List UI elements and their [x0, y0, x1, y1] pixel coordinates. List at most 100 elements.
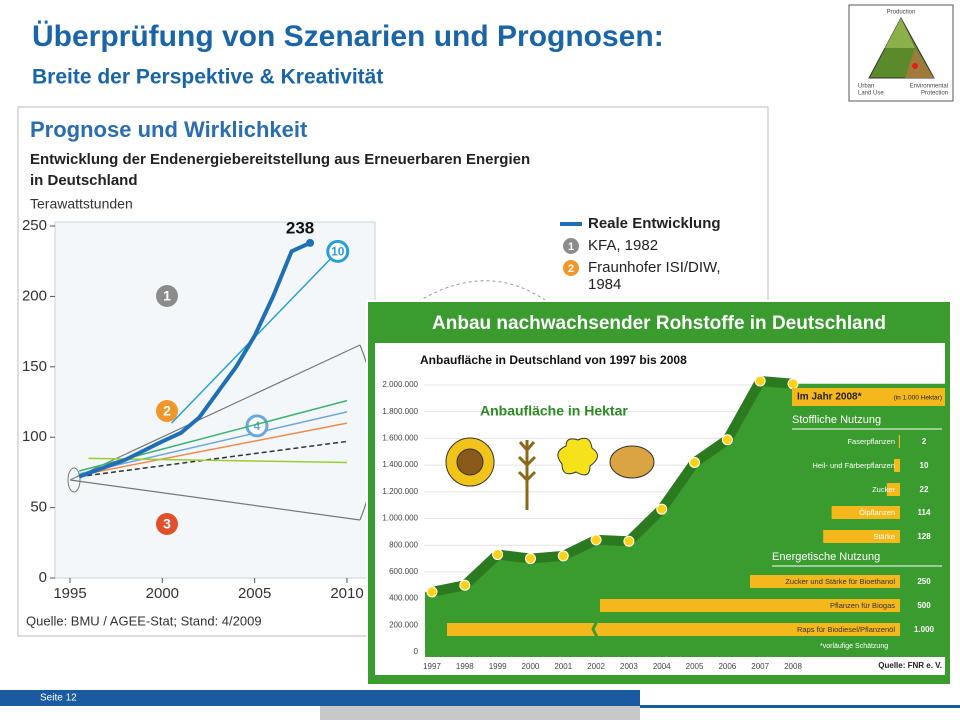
legend-badge	[563, 260, 579, 276]
sunflower-center	[456, 448, 484, 476]
bar	[750, 575, 900, 588]
end-dot	[306, 238, 315, 247]
y-tick-label: 600.000	[389, 567, 418, 576]
y-tick-label: 1.800.000	[382, 407, 418, 416]
bar-value: 1.000	[914, 625, 935, 634]
legend-label: Fraunhofer ISI/DIW,	[588, 259, 721, 276]
marker-badge	[156, 400, 178, 422]
plot-area	[54, 221, 376, 579]
point	[492, 549, 504, 561]
x-tick-label: 2006	[718, 662, 736, 671]
legend-label: 1984	[588, 276, 621, 293]
marker-label: 2	[163, 403, 171, 419]
logo-label: Urban	[858, 84, 874, 90]
forecast-label: 10	[331, 245, 345, 259]
point	[623, 535, 635, 547]
bar	[447, 623, 900, 636]
x-tick-label: 1998	[456, 662, 474, 671]
note: *vorläufige Schätzung	[820, 643, 888, 650]
forecast-line	[79, 440, 348, 478]
bar-label: Pflanzen für Biogas	[830, 601, 895, 610]
legend-label: KFA, 1982	[588, 237, 658, 254]
y-tick-label: 1.000.000	[382, 514, 418, 523]
data-label: 238	[286, 218, 314, 237]
y-tick-label: 0	[39, 569, 47, 586]
chart-title: Anbau nachwachsender Rohstoffe in Deutsc…	[432, 313, 886, 334]
forecast-line	[79, 411, 348, 475]
line	[78, 241, 311, 479]
x-tick-label: 2008	[784, 662, 802, 671]
marker-label: 3	[163, 516, 171, 532]
point	[689, 456, 701, 468]
box-unit: (in 1.000 Hektar)	[894, 395, 942, 402]
bar-value: 10	[920, 461, 929, 470]
area	[425, 381, 945, 657]
bar-value: 22	[920, 485, 929, 494]
x-tick-label: 1995	[53, 585, 86, 602]
forecast-line	[79, 422, 348, 476]
x-tick-label: 1997	[423, 662, 441, 671]
logo-dot	[912, 63, 918, 69]
y-tick-label: 1.400.000	[382, 460, 418, 469]
marker-label: 1	[163, 288, 171, 304]
bar	[600, 599, 900, 612]
y-tick-label: 400.000	[389, 594, 418, 603]
right-chart: Anbau nachwachsender Rohstoffe in Deutsc…	[366, 300, 952, 686]
point	[459, 579, 471, 591]
source: Quelle: BMU / AGEE-Stat; Stand: 4/2009	[26, 613, 262, 628]
bar-value: 128	[917, 532, 931, 541]
y-tick-label: 2.000.000	[382, 380, 418, 389]
logo-part	[885, 18, 915, 48]
inner-label: Anbaufläche in Hektar	[480, 403, 628, 419]
bar-label: Zucker	[872, 485, 895, 494]
y-tick-label: 800.000	[389, 540, 418, 549]
bar-label: Heil- und Färberpflanzen	[812, 461, 895, 470]
rapeseed	[557, 437, 598, 476]
bar	[898, 435, 900, 448]
x-tick-label: 2002	[587, 662, 605, 671]
line	[431, 376, 794, 597]
axis-break	[591, 620, 599, 638]
wheat	[517, 440, 537, 510]
footer-line	[640, 705, 960, 708]
point	[426, 586, 438, 598]
box-title-bg	[792, 388, 945, 406]
point	[524, 553, 536, 565]
x-tick-label: 2007	[751, 662, 769, 671]
x-tick-label: 2000	[146, 585, 179, 602]
logo-label: Protection	[921, 91, 948, 97]
bar-label: Ölpflanzen	[859, 508, 895, 517]
point	[721, 434, 733, 446]
funnel-end	[67, 467, 81, 493]
y-tick-label: 100	[22, 428, 47, 445]
y-tick-label: 50	[30, 499, 47, 516]
x-tick-label: 1999	[489, 662, 507, 671]
footer-bar	[320, 706, 640, 720]
point	[557, 550, 569, 562]
y-tick-label: 1.600.000	[382, 434, 418, 443]
x-tick-label: 2004	[653, 662, 671, 671]
legend-marker: 1	[568, 241, 574, 253]
y-tick-label: 250	[22, 217, 47, 234]
chart-subtitle: Anbaufläche in Deutschland von 1997 bis …	[420, 353, 687, 367]
marker-badge	[156, 285, 178, 307]
point	[656, 503, 668, 515]
logo: Production Urban Land Use Environmental …	[848, 4, 954, 102]
y-tick-label: 200.000	[389, 620, 418, 629]
logo-label: Environmental	[910, 84, 948, 90]
x-tick-label: 2005	[238, 585, 271, 602]
forecast-badge	[245, 414, 269, 438]
y-tick-label: 1.200.000	[382, 487, 418, 496]
illustration	[445, 437, 655, 510]
chart-title: Prognose und Wirklichkeit	[30, 117, 308, 142]
x-tick-label: 2010	[330, 585, 363, 602]
forecast-line	[88, 457, 348, 464]
potato	[609, 445, 655, 479]
logo-label: Production	[887, 10, 916, 16]
source: Quelle: FNR e. V.	[878, 661, 942, 670]
slide-subtitle: Breite der Perspektive & Kreativität	[32, 66, 383, 89]
y-tick-label: 150	[22, 358, 47, 375]
bar-value: 2	[922, 437, 927, 446]
bar-label: Zucker und Stärke für Bioethanol	[785, 577, 895, 586]
